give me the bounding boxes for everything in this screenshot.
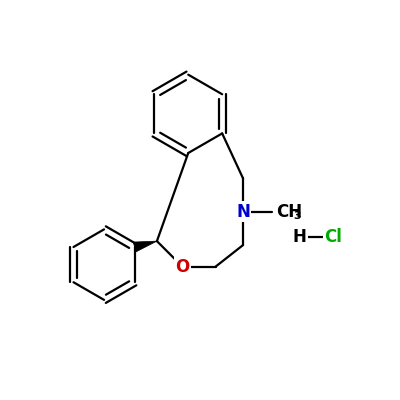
Text: H: H: [293, 228, 307, 246]
Text: CH: CH: [276, 203, 302, 221]
Text: N: N: [236, 203, 250, 221]
Text: Cl: Cl: [324, 228, 342, 246]
Text: O: O: [175, 258, 190, 276]
Polygon shape: [133, 241, 157, 252]
Text: 3: 3: [294, 211, 301, 221]
